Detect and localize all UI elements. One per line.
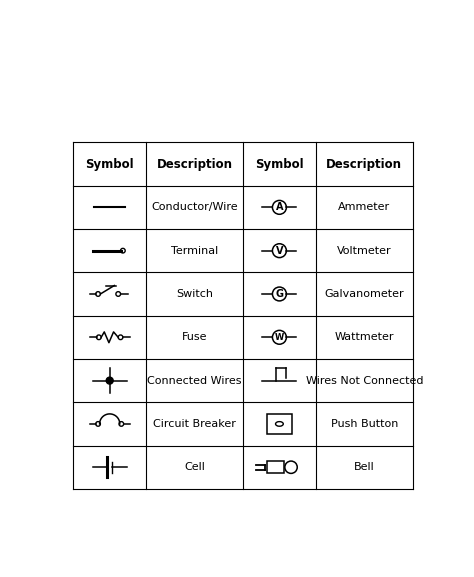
- Bar: [267, 414, 292, 434]
- Text: G: G: [275, 289, 283, 299]
- Text: V: V: [276, 246, 283, 256]
- Text: Switch: Switch: [176, 289, 213, 299]
- Text: Wires Not Connected: Wires Not Connected: [306, 376, 423, 385]
- Text: Push Button: Push Button: [330, 419, 398, 429]
- Text: Cell: Cell: [184, 462, 205, 472]
- Text: Wattmeter: Wattmeter: [335, 332, 394, 342]
- Text: Connected Wires: Connected Wires: [147, 376, 242, 385]
- Text: Description: Description: [326, 158, 402, 171]
- Bar: [267, 461, 284, 473]
- Text: Ammeter: Ammeter: [338, 203, 391, 212]
- Text: Voltmeter: Voltmeter: [337, 246, 392, 256]
- Text: Galvanometer: Galvanometer: [325, 289, 404, 299]
- Circle shape: [106, 377, 113, 384]
- Text: Circuit Breaker: Circuit Breaker: [153, 419, 236, 429]
- Text: Terminal: Terminal: [171, 246, 218, 256]
- Text: Symbol: Symbol: [255, 158, 304, 171]
- Text: W: W: [275, 333, 284, 342]
- Text: Description: Description: [156, 158, 233, 171]
- Text: Bell: Bell: [354, 462, 374, 472]
- Text: Fuse: Fuse: [182, 332, 207, 342]
- Text: Symbol: Symbol: [85, 158, 134, 171]
- Text: A: A: [276, 203, 283, 212]
- Text: Conductor/Wire: Conductor/Wire: [151, 203, 238, 212]
